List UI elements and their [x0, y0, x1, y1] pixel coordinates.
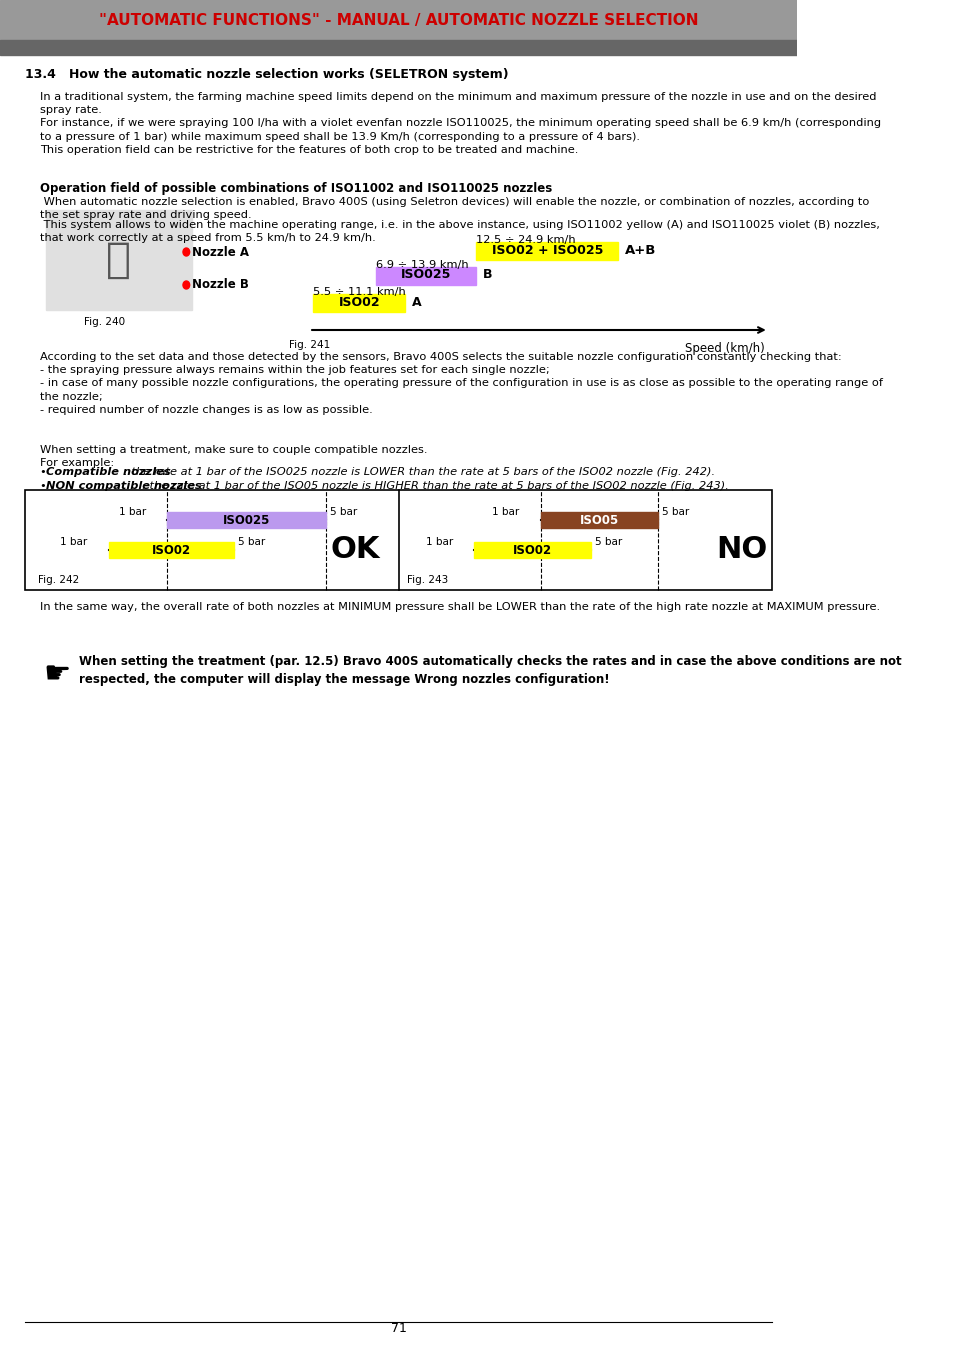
Text: ☛: ☛	[44, 660, 71, 690]
Text: A: A	[412, 296, 421, 309]
Bar	[313, 294, 405, 312]
Text: Compatible nozzles: Compatible nozzles	[46, 467, 171, 477]
Text: B: B	[482, 269, 492, 282]
Text: When setting a treatment, make sure to couple compatible nozzles.
For example:: When setting a treatment, make sure to c…	[40, 446, 427, 468]
Bar	[0, 40, 797, 55]
Text: 71: 71	[390, 1322, 406, 1335]
Text: Nozzle B: Nozzle B	[192, 278, 249, 292]
Text: NO: NO	[715, 536, 766, 564]
Text: •: •	[40, 467, 51, 477]
Circle shape	[183, 248, 190, 256]
Text: Fig. 241: Fig. 241	[288, 340, 330, 350]
Text: 5 bar: 5 bar	[330, 508, 357, 517]
Text: "AUTOMATIC FUNCTIONS" - MANUAL / AUTOMATIC NOZZLE SELECTION: "AUTOMATIC FUNCTIONS" - MANUAL / AUTOMAT…	[99, 14, 698, 28]
Text: Fig. 243: Fig. 243	[407, 575, 448, 585]
Text: NON compatible nozzles: NON compatible nozzles	[46, 481, 201, 491]
Text: OK: OK	[331, 536, 379, 564]
Text: ISO025: ISO025	[223, 513, 270, 526]
Text: In a traditional system, the farming machine speed limits depend on the minimum : In a traditional system, the farming mac…	[40, 92, 881, 155]
Text: : the rate at 1 bar of the ISO025 nozzle is LOWER than the rate at 5 bars of the: : the rate at 1 bar of the ISO025 nozzle…	[124, 467, 715, 477]
Text: A+B: A+B	[624, 243, 656, 256]
Text: ISO02: ISO02	[512, 544, 551, 556]
Bar	[474, 541, 590, 558]
Text: Speed (km/h): Speed (km/h)	[684, 342, 763, 355]
Text: 1 bar: 1 bar	[119, 508, 146, 517]
Text: In the same way, the overall rate of both nozzles at MINIMUM pressure shall be L: In the same way, the overall rate of bot…	[40, 602, 880, 612]
Bar	[46, 211, 192, 310]
Text: 5.5 ÷ 11.1 km/h: 5.5 ÷ 11.1 km/h	[313, 288, 406, 297]
Text: 1 bar: 1 bar	[492, 508, 519, 517]
Text: According to the set data and those detected by the sensors, Bravo 400S selects : According to the set data and those dete…	[40, 352, 882, 414]
Text: 🔧: 🔧	[106, 239, 131, 281]
Text: Fig. 242: Fig. 242	[37, 575, 79, 585]
Text: ISO05: ISO05	[578, 513, 618, 526]
Text: When setting the treatment (par. 12.5) Bravo 400S automatically checks the rates: When setting the treatment (par. 12.5) B…	[79, 655, 901, 686]
Text: ISO025: ISO025	[400, 269, 451, 282]
Bar	[476, 242, 618, 261]
Text: 6.9 ÷ 13.9 km/h: 6.9 ÷ 13.9 km/h	[375, 261, 468, 270]
Text: ISO02 + ISO025: ISO02 + ISO025	[491, 243, 602, 256]
Text: Nozzle A: Nozzle A	[192, 246, 249, 258]
Text: : the rate at 1 bar of the ISO05 nozzle is HIGHER than the rate at 5 bars of the: : the rate at 1 bar of the ISO05 nozzle …	[141, 481, 728, 491]
FancyBboxPatch shape	[25, 490, 771, 590]
Circle shape	[183, 281, 190, 289]
Text: 1 bar: 1 bar	[425, 537, 453, 547]
Text: When automatic nozzle selection is enabled, Bravo 400S (using Seletron devices) : When automatic nozzle selection is enabl…	[40, 197, 868, 220]
Text: ISO02: ISO02	[152, 544, 191, 556]
Bar	[375, 267, 476, 285]
Text: 5 bar: 5 bar	[238, 537, 265, 547]
Text: 5 bar: 5 bar	[595, 537, 621, 547]
Text: Fig. 240: Fig. 240	[84, 317, 125, 327]
Bar	[0, 0, 797, 40]
Text: Operation field of possible combinations of ISO11002 and ISO110025 nozzles: Operation field of possible combinations…	[40, 182, 552, 194]
Text: ISO02: ISO02	[338, 296, 379, 309]
Text: This system allows to widen the machine operating range, i.e. in the above insta: This system allows to widen the machine …	[40, 220, 879, 243]
Text: 12.5 ÷ 24.9 km/h: 12.5 ÷ 24.9 km/h	[476, 235, 576, 244]
Bar	[109, 541, 233, 558]
Text: 5 bar: 5 bar	[661, 508, 688, 517]
Bar	[540, 512, 657, 528]
Bar	[167, 512, 326, 528]
Text: 1 bar: 1 bar	[60, 537, 88, 547]
FancyBboxPatch shape	[38, 643, 760, 707]
Text: 13.4   How the automatic nozzle selection works (SELETRON system): 13.4 How the automatic nozzle selection …	[25, 68, 508, 81]
Text: •: •	[40, 481, 51, 491]
